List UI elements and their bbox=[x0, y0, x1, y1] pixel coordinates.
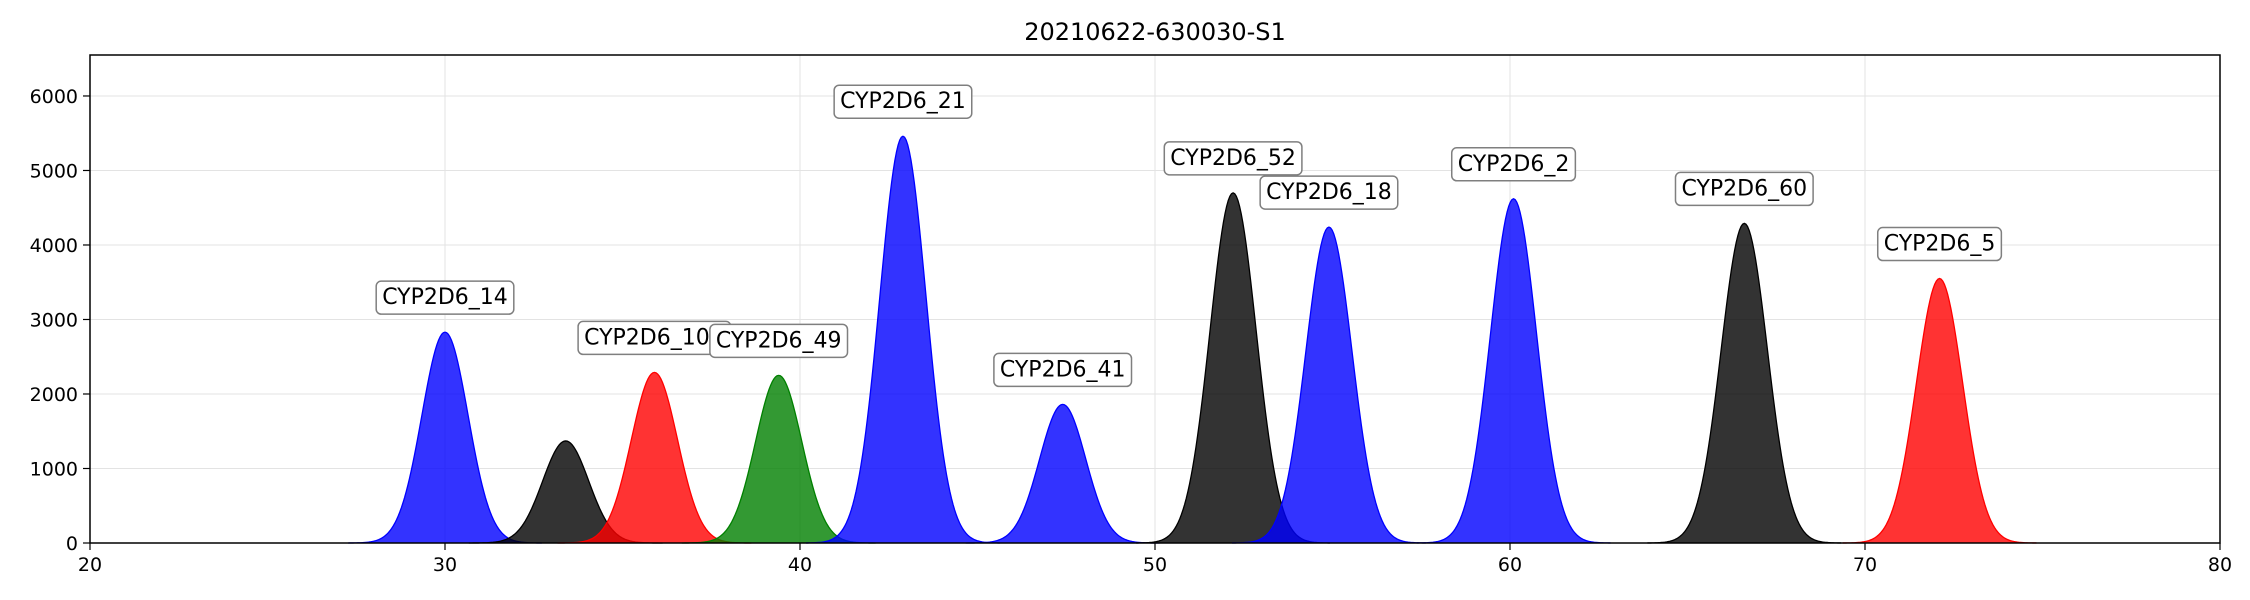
peak-outline bbox=[965, 403, 1160, 544]
peak-label: CYP2D6_10B bbox=[577, 320, 732, 356]
peak-outline bbox=[1647, 222, 1842, 544]
peak-area bbox=[1416, 198, 1611, 544]
peak-outline bbox=[1416, 198, 1611, 544]
y-tick-label: 3000 bbox=[30, 309, 78, 331]
peak-label-box bbox=[1450, 147, 1577, 182]
peak-label: CYP2D6_14 bbox=[375, 280, 515, 315]
peak-label: CYP2D6_21 bbox=[833, 84, 973, 119]
peak-label-box bbox=[1259, 175, 1399, 210]
y-tick-label: 4000 bbox=[30, 235, 78, 257]
peak-label: CYP2D6_5 bbox=[1876, 226, 2003, 262]
peak-area bbox=[348, 332, 542, 543]
y-tick-label: 5000 bbox=[30, 160, 78, 182]
peak-label-box bbox=[1876, 226, 2003, 262]
peaks bbox=[348, 135, 2037, 544]
peak-area bbox=[1136, 192, 1331, 543]
peak-label: CYP2D6_52 bbox=[1163, 141, 1303, 176]
x-tick-label: 20 bbox=[78, 554, 102, 576]
x-tick-label: 30 bbox=[433, 554, 457, 576]
y-tick-label: 1000 bbox=[30, 458, 78, 480]
peak-area bbox=[1842, 278, 2037, 543]
peak-label-box bbox=[993, 352, 1133, 388]
peak-area bbox=[965, 404, 1160, 543]
peak-label-text: CYP2D6_60 bbox=[1681, 176, 1807, 201]
peak-label-text: CYP2D6_2 bbox=[1458, 152, 1570, 177]
peak-label-text: CYP2D6_49 bbox=[716, 328, 842, 353]
y-tick-label: 0 bbox=[66, 533, 78, 555]
x-tick-label: 70 bbox=[1853, 554, 1877, 576]
peak-label-text: CYP2D6_52 bbox=[1170, 146, 1296, 171]
peak-label-text: CYP2D6_21 bbox=[840, 89, 966, 114]
peak-label-text: CYP2D6_10B bbox=[584, 325, 725, 350]
x-tick-label: 50 bbox=[1143, 554, 1167, 576]
peak-label-text: CYP2D6_14 bbox=[382, 285, 508, 310]
peak-label: CYP2D6_2 bbox=[1450, 147, 1577, 182]
peak-area bbox=[681, 375, 876, 543]
axes: 20 30 40 50 60 70 80 0 1000 2000 3000 4000 5000 6000 bbox=[30, 86, 2232, 576]
peak-label: CYP2D6_49 bbox=[709, 323, 849, 359]
peak-outline bbox=[806, 135, 1000, 544]
peak-label: CYP2D6_60 bbox=[1674, 171, 1814, 207]
peak-area bbox=[806, 136, 1000, 543]
peak-label-text: CYP2D6_18 bbox=[1266, 180, 1392, 205]
peak-label-box bbox=[1674, 171, 1814, 207]
y-tick-label: 6000 bbox=[30, 86, 78, 108]
peak-label: CYP2D6_18 bbox=[1259, 175, 1399, 210]
peak-label-text: CYP2D6_41 bbox=[1000, 357, 1126, 382]
peak-area bbox=[1647, 223, 1842, 543]
peak-outline bbox=[1232, 226, 1426, 544]
peak-outline bbox=[1842, 277, 2037, 544]
peak-label: CYP2D6_41 bbox=[993, 352, 1133, 388]
peak-label-box bbox=[833, 84, 973, 119]
peak-area bbox=[557, 372, 752, 543]
peak-label-box bbox=[375, 280, 515, 315]
x-tick-label: 80 bbox=[2208, 554, 2232, 576]
peak-label-text: CYP2D6_5 bbox=[1884, 232, 1996, 257]
peak-area bbox=[1232, 227, 1426, 543]
grid bbox=[89, 55, 2221, 544]
x-tick-label: 40 bbox=[788, 554, 812, 576]
x-tick-label: 60 bbox=[1498, 554, 1522, 576]
y-tick-label: 2000 bbox=[30, 384, 78, 406]
peak-label-box bbox=[709, 323, 849, 359]
chart-title: 20210622-630030-S1 bbox=[1024, 18, 1286, 46]
peak-area bbox=[468, 440, 663, 543]
peak-label-box bbox=[1163, 141, 1303, 176]
